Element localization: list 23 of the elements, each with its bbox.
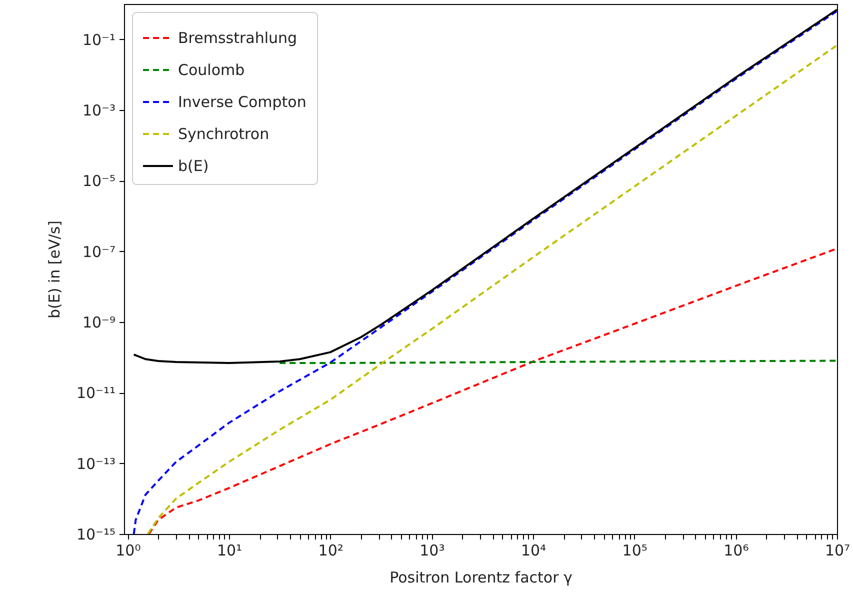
y-tick-label: 10⁻¹⁵ [76,526,116,544]
y-tick-label: 10⁻¹ [82,30,116,49]
x-axis-title: Positron Lorentz factor γ [390,568,573,586]
y-tick-label: 10⁻⁹ [82,314,116,332]
x-tick-label: 10⁴ [520,542,546,560]
y-tick-label: 10⁻¹¹ [76,384,116,402]
legend-label: b(E) [178,157,209,175]
y-tick-label: 10⁻⁷ [82,242,116,261]
x-tick-label: 10⁶ [724,542,749,560]
y-tick-label: 10⁻⁵ [82,172,116,190]
x-tick-label: 10² [318,542,344,560]
y-axis-title: b(E) in [eV/s] [45,220,64,318]
x-tick-label: 10³ [420,542,445,560]
legend-label: Coulomb [178,61,245,79]
legend-label: Inverse Compton [178,93,306,111]
legend-label: Synchrotron [178,125,270,143]
x-tick-label: 10⁵ [622,542,648,560]
legend-label: Bremsstrahlung [178,29,298,47]
y-tick-label: 10⁻³ [82,102,116,120]
x-tick-label: 10⁰ [116,542,141,560]
y-tick-label: 10⁻¹³ [76,454,116,473]
x-tick-label: 10¹ [216,542,242,560]
x-tick-label: 10⁷ [824,542,850,560]
